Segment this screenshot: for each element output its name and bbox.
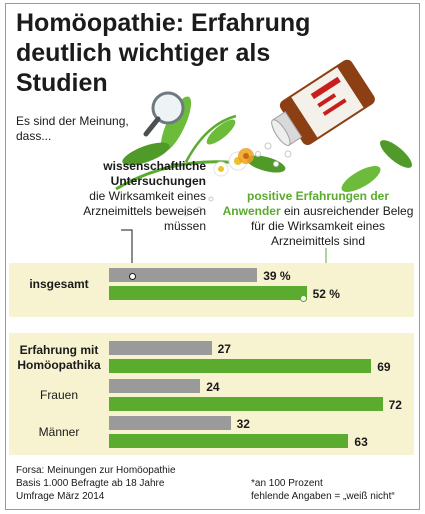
category-label: insgesamt — [29, 277, 89, 291]
globuli-bottle-icon — [271, 59, 375, 146]
callout-dot — [300, 295, 307, 302]
bar-science — [109, 416, 231, 430]
bar-science — [109, 379, 201, 393]
leaf-icon — [341, 166, 381, 192]
page-title: Homöopathie: Erfahrung deutlich wichtige… — [16, 9, 311, 97]
leaf-icon — [206, 119, 236, 145]
value-label: 24 — [206, 380, 220, 394]
category-label: Erfahrung mit Homöopathika — [17, 343, 101, 372]
category-label: Frauen — [39, 388, 79, 402]
value-label: 63 — [354, 435, 368, 449]
source-line: Forsa: Meinungen zur Homöopathie — [16, 465, 176, 476]
callout-line-science — [121, 229, 133, 279]
value-label: 72 — [388, 398, 402, 412]
infographic: Homöopathie: Erfahrung deutlich wichtige… — [5, 3, 420, 510]
value-label: 32 — [236, 417, 250, 431]
magnifier-icon — [143, 91, 185, 137]
source-note: Forsa: Meinungen zur Homöopathie Basis 1… — [16, 464, 216, 503]
plant-stem — [184, 114, 237, 163]
category-label: Männer — [38, 425, 80, 439]
footnote-line: *an 100 Prozent — [251, 478, 323, 489]
flower-icon — [213, 161, 229, 177]
footnote-line: fehlende Angaben = „weiß nicht“ — [251, 491, 395, 502]
bar-science — [109, 268, 258, 282]
value-label: 27 — [217, 342, 231, 356]
option-experience: positive Erfahrungen der Anwender ein au… — [219, 189, 417, 249]
value-label: 69 — [377, 360, 391, 374]
bar-science — [109, 341, 212, 355]
option-science-highlight: wissenschaftliche Untersuchungen — [103, 159, 206, 188]
leaf-icon — [380, 140, 412, 168]
bar-experience — [109, 286, 307, 300]
option-science-text: die Wirksamkeit eines Arzneimittels bewe… — [83, 189, 206, 233]
source-line: Umfrage März 2014 — [16, 491, 105, 502]
footnote: *an 100 Prozent fehlende Angaben = „weiß… — [251, 477, 419, 503]
value-label: 52 % — [312, 287, 340, 301]
calendula-flower-icon — [238, 148, 254, 164]
bar-experience — [109, 397, 383, 411]
callout-dot — [129, 273, 136, 280]
globuli-icon — [183, 142, 292, 217]
option-experience-highlight: positive Erfahrungen der Anwender — [222, 189, 390, 218]
intro-text: Es sind der Meinung, dass... — [16, 114, 129, 143]
leaf-icon — [122, 142, 170, 166]
value-label: 39 % — [263, 269, 291, 283]
option-experience-text: ein ausreichender Beleg für die Wirksamk… — [250, 204, 414, 248]
source-line: Basis 1.000 Befragte ab 18 Jahre — [16, 478, 165, 489]
bar-experience — [109, 359, 372, 373]
leaf-icon — [246, 155, 286, 173]
bar-experience — [109, 434, 349, 448]
option-science: wissenschaftliche Untersuchungen die Wir… — [66, 159, 206, 234]
illustration — [115, 59, 412, 299]
